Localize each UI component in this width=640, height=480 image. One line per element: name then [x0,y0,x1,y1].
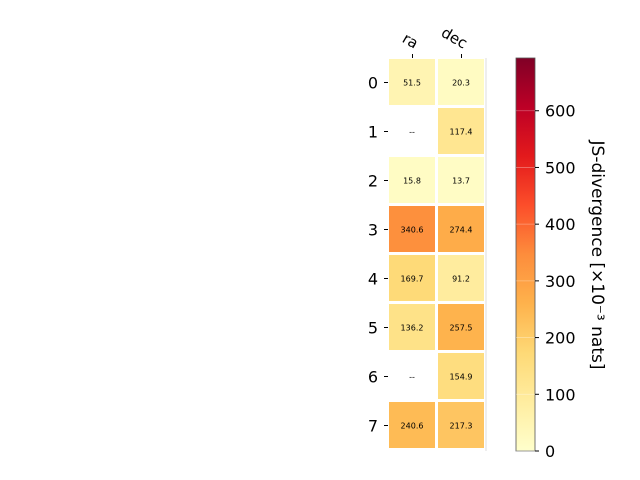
cell-value-label: 169.7 [401,275,424,284]
cell-value-label: 20.3 [452,79,470,88]
heatmap-cells: 51.5 20.3 -- 117.4 15.8 13.7 340.6 274.4 169.7 91… [389,59,484,448]
y-tick-label: 5 [368,319,378,338]
colorbar-tick-label: 100 [545,385,576,404]
colorbar-tick-label: 300 [545,272,576,291]
cell-value-label: 217.3 [450,422,473,431]
heatmap-cell [438,255,484,301]
heatmap-cell [438,402,484,448]
heatmap-cell [438,353,484,399]
x-axis-ticks: ra dec [399,23,471,58]
heatmap-cell [389,59,435,105]
y-tick-label: 4 [368,270,378,289]
heatmap-cell [438,108,484,154]
colorbar-ticks: 0 100 200 300 400 500 600 [516,102,576,461]
cell-value-label: -- [409,373,415,382]
heatmap-cell [389,402,435,448]
cell-value-label: 15.8 [403,177,421,186]
cell-value-label: 154.9 [450,373,473,382]
colorbar [515,57,536,452]
heatmap-cell [389,206,435,252]
y-tick-label: 2 [368,172,378,191]
y-axis-ticks: 0 1 2 3 4 5 6 7 [368,74,388,436]
heatmap-cell [438,304,484,350]
y-tick-label: 3 [368,221,378,240]
heatmap-cell [389,255,435,301]
cell-value-label: 51.5 [403,79,421,88]
colorbar-tick-label: 400 [545,215,576,234]
cell-value-label: 274.4 [450,226,473,235]
heatmap-cell [389,157,435,203]
heatmap-cell [438,206,484,252]
heatmap-cell [438,157,484,203]
cell-value-label: 257.5 [450,324,473,333]
y-tick-label: 6 [368,368,378,387]
cell-value-label: 91.2 [452,275,470,284]
y-tick-label: 7 [368,417,378,436]
cell-value-label: 13.7 [452,177,470,186]
cell-value-label: 340.6 [401,226,424,235]
colorbar-label: JS-divergence [×10⁻³ nats] [587,140,607,370]
cell-value-label: -- [409,128,415,137]
colorbar-tick-label: 200 [545,329,576,348]
x-tick-label: dec [438,23,470,52]
cell-value-label: 240.6 [401,422,424,431]
colorbar-tick-label: 500 [545,158,576,177]
colorbar-tick-label: 600 [545,102,576,121]
colorbar-tick-label: 0 [545,442,555,461]
y-tick-label: 1 [368,123,378,142]
x-tick-label: ra [399,29,421,52]
heatmap-cell [389,304,435,350]
y-tick-label: 0 [368,74,378,93]
cell-value-label: 136.2 [401,324,424,333]
cell-value-label: 117.4 [450,128,473,137]
heatmap-cell [438,59,484,105]
